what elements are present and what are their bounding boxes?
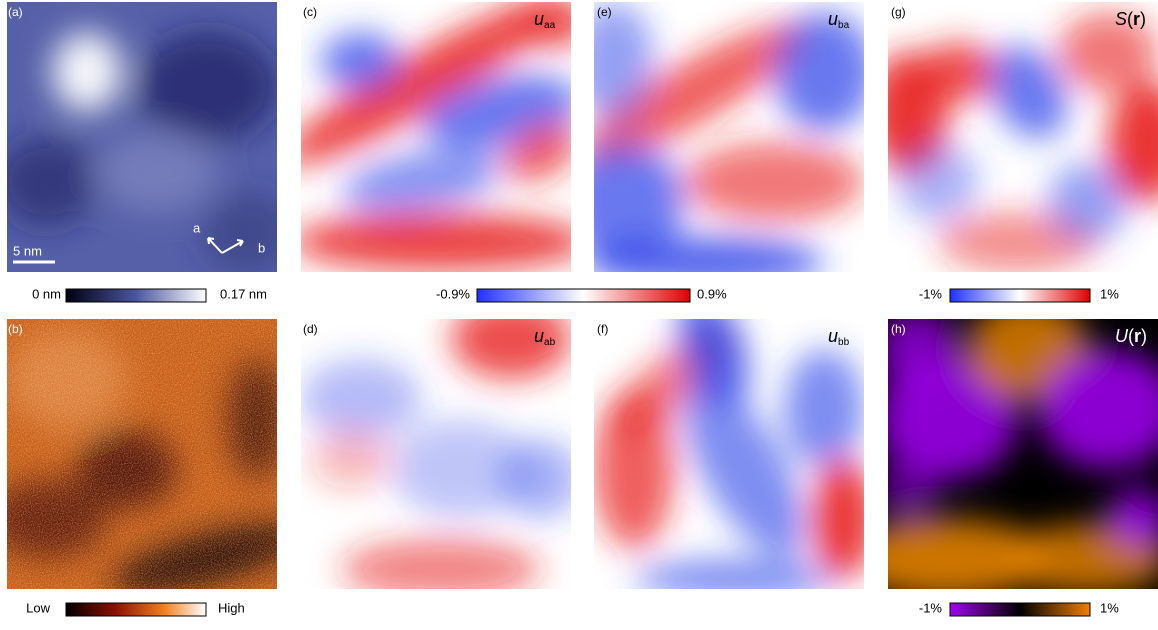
- panel-label: (c): [303, 5, 317, 19]
- texture-blob: [137, 32, 277, 142]
- colorbar: [950, 603, 1090, 616]
- texture-blob: [594, 389, 674, 549]
- colorbar-min: Low: [26, 600, 50, 615]
- symbol: S: [1115, 9, 1127, 29]
- colorbar-min: -1%: [919, 286, 943, 301]
- panel-symbol: U(r): [1115, 326, 1147, 346]
- texture-blob: [784, 349, 864, 469]
- texture-blob: [291, 214, 591, 270]
- axis-label: a: [193, 220, 201, 235]
- texture-blob: [341, 539, 541, 599]
- panel-label: (e): [597, 5, 612, 19]
- image-panel: [868, 2, 1158, 272]
- panel-label: (f): [597, 322, 608, 336]
- texture-blob: [634, 559, 834, 599]
- texture-blob: [0, 137, 97, 227]
- figure: (a) (b) (c) (d) (e) (f) (g) (h) uaa uab …: [0, 0, 1158, 630]
- panel-label: (a): [8, 5, 23, 19]
- texture-blob: [501, 439, 581, 519]
- subscript: ab: [544, 337, 556, 348]
- panel-noise: [7, 319, 277, 589]
- image-panel: [0, 319, 310, 609]
- subscript: bb: [838, 337, 850, 348]
- texture-blob: [321, 32, 401, 92]
- texture-blob: [918, 42, 998, 102]
- colorbar-max: 1%: [1100, 286, 1119, 301]
- panel-symbol: S(r): [1115, 9, 1146, 29]
- colorbar-max: High: [218, 600, 245, 615]
- panel-label: (g): [891, 5, 906, 19]
- texture-blob: [584, 237, 824, 287]
- panel-label: (h): [891, 322, 906, 336]
- texture-blob: [814, 459, 874, 579]
- panel-label: (d): [303, 322, 318, 336]
- texture-blob: [684, 142, 864, 222]
- colorbar: [66, 289, 206, 302]
- colorbar-max: 0.9%: [697, 286, 727, 301]
- texture-blob: [898, 142, 978, 222]
- colorbar-max: 0.17 nm: [220, 286, 267, 301]
- texture-blob: [878, 309, 958, 389]
- texture-blob: [202, 192, 292, 272]
- texture-blob: [1048, 162, 1128, 242]
- texture-blob: [774, 12, 874, 132]
- colorbar-min: -1%: [919, 600, 943, 615]
- panels: [0, 0, 1158, 609]
- symbol: u: [534, 9, 544, 29]
- texture-blob: [574, 2, 654, 122]
- scale-bar-label: 5 nm: [13, 243, 42, 258]
- bold-r: r: [1134, 326, 1141, 346]
- image-panel: [268, 0, 591, 272]
- colorbar: [950, 289, 1090, 302]
- colorbar: [477, 289, 690, 302]
- colorbar-max: 1%: [1100, 600, 1119, 615]
- panel-label: (b): [8, 322, 23, 336]
- texture-blob: [878, 459, 938, 519]
- axis-label: b: [258, 240, 265, 255]
- texture-blob: [97, 132, 217, 212]
- colorbar-min: 0 nm: [32, 286, 61, 301]
- paren: ): [1141, 326, 1147, 346]
- symbol: u: [828, 9, 838, 29]
- texture-blob: [311, 429, 391, 489]
- subscript: aa: [544, 20, 556, 31]
- paren: ): [1140, 9, 1146, 29]
- symbol: U: [1115, 326, 1129, 346]
- colorbar-min: -0.9%: [436, 286, 470, 301]
- image-panel: [0, 2, 292, 272]
- texture-blob: [52, 32, 122, 112]
- subscript: ba: [838, 20, 850, 31]
- image-panel: [848, 299, 1158, 599]
- bold-r: r: [1133, 9, 1140, 29]
- texture-blob: [301, 359, 421, 439]
- symbol: u: [828, 326, 838, 346]
- symbol: u: [534, 326, 544, 346]
- image-panel: [564, 1, 874, 287]
- colorbar: [66, 603, 206, 616]
